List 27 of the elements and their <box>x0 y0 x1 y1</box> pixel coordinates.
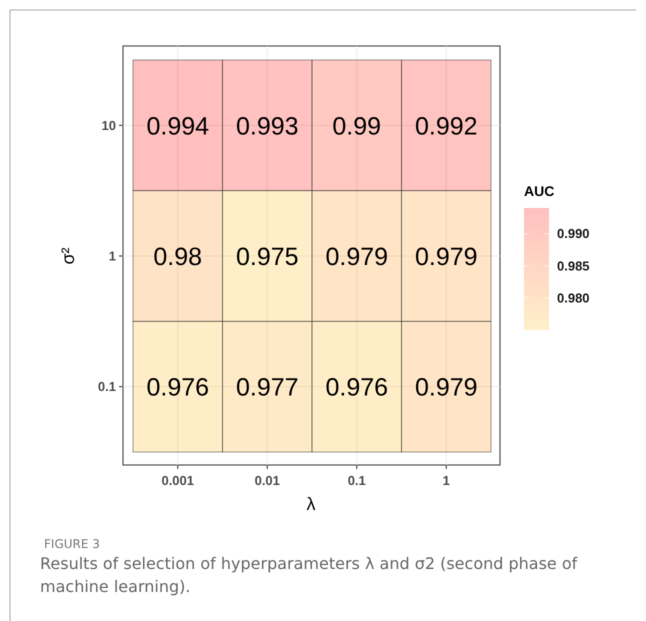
y-tick-label: 0.1 <box>98 379 116 394</box>
data-label: 0.993 <box>236 112 299 140</box>
data-label: 0.975 <box>236 243 299 271</box>
color-bar-title: AUC <box>524 183 554 199</box>
data-label: 0.994 <box>146 112 210 140</box>
x-axis-title: λ <box>306 494 316 514</box>
data-label: 0.977 <box>236 374 299 402</box>
data-label: 0.976 <box>146 374 210 402</box>
color-bar-label: 0.990 <box>557 226 590 242</box>
data-label: 0.992 <box>414 112 478 140</box>
x-tick-label: 0.01 <box>254 473 280 488</box>
x-tick-label: 1 <box>442 473 450 488</box>
color-bar-label: 0.985 <box>557 258 590 274</box>
data-label: 0.979 <box>325 243 388 271</box>
data-label: 0.98 <box>153 243 202 271</box>
x-tick-label: 0.001 <box>161 473 194 488</box>
y-axis-title: σ² <box>58 247 78 265</box>
y-tick-label: 10 <box>102 118 116 133</box>
data-label: 0.976 <box>325 374 388 402</box>
text: Results of selection of hyperparameters λ and σ2 (second phase of machine learning). <box>40 553 578 598</box>
data-label: 0.99 <box>332 112 382 140</box>
y-tick-label: 1 <box>108 248 116 264</box>
caption: FIGURE 3 <box>44 537 100 551</box>
data-label: 0.979 <box>414 374 478 402</box>
color-bar-label: 0.980 <box>557 290 590 306</box>
data-label: 0.979 <box>414 243 478 271</box>
x-tick-label: 0.1 <box>348 473 366 488</box>
